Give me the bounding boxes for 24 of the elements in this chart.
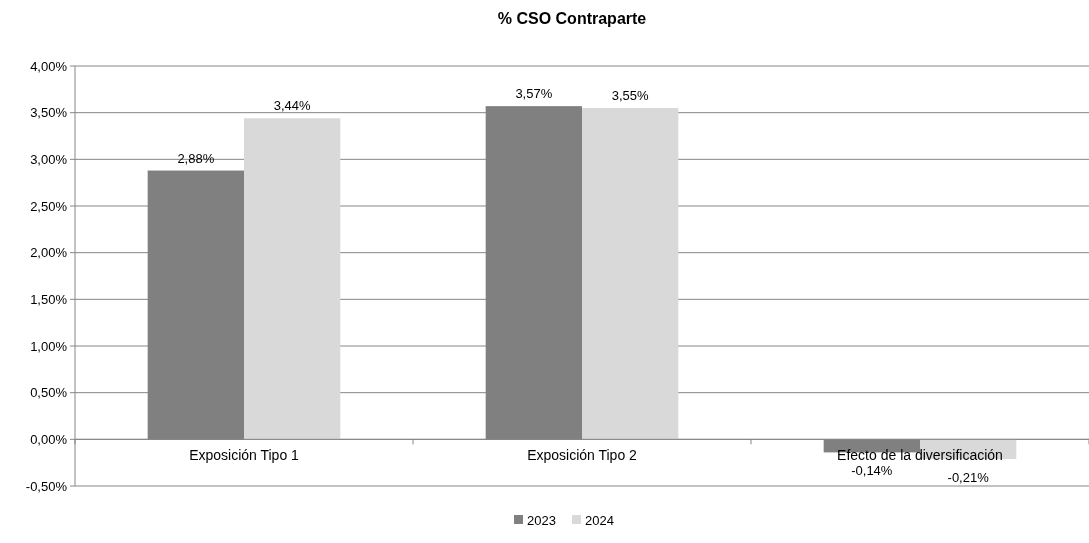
data-label: 3,57% [515, 86, 553, 102]
y-tick-label: 1,00% [30, 338, 68, 354]
bar [582, 108, 679, 440]
x-tick-label: Exposición Tipo 1 [189, 447, 300, 464]
bar [244, 118, 341, 440]
data-label: 3,44% [273, 98, 312, 114]
x-tick-label: Exposición Tipo 2 [527, 447, 638, 464]
y-tick-label: 3,50% [30, 105, 68, 121]
data-label: -0,14% [851, 463, 893, 479]
y-tick-label: 2,00% [30, 245, 68, 261]
legend-label: 2023 [527, 512, 556, 528]
y-tick-label: -0,50% [25, 478, 68, 494]
y-tick-label: 3,00% [30, 151, 68, 167]
data-label: -0,21% [947, 469, 990, 485]
data-label: 2,88% [177, 150, 215, 166]
y-tick-label: 1,50% [30, 291, 68, 307]
y-tick-label: 4,00% [30, 58, 68, 74]
data-label: 3,55% [611, 88, 650, 103]
y-tick-label: 2,50% [30, 198, 68, 214]
y-tick-label: 0,50% [30, 385, 68, 401]
x-tick-label: Efecto de la diversificación [837, 447, 1003, 464]
chart-title: % CSO Contraparte [497, 10, 647, 27]
legend-label: 2024 [585, 512, 614, 528]
y-tick-label: 0,00% [30, 431, 68, 447]
